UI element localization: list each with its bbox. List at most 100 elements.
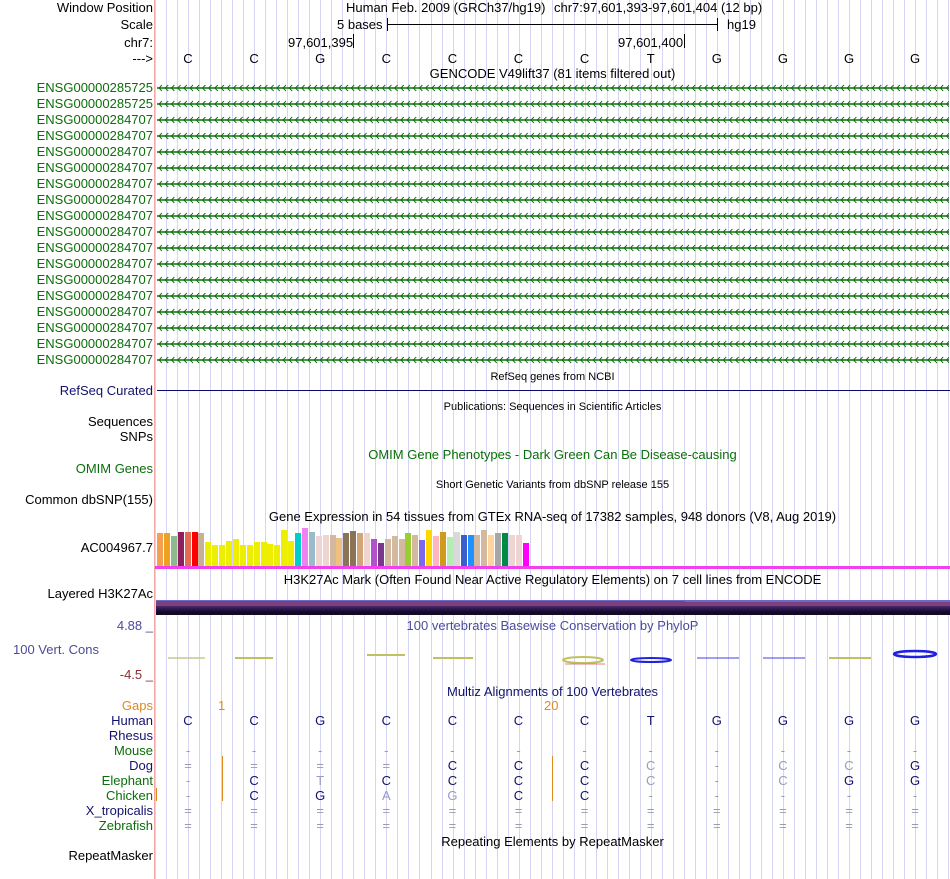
multiz-species-label[interactable]: Rhesus xyxy=(108,728,153,743)
gtex-tissue-bar[interactable] xyxy=(426,530,433,566)
h3k27ac-signal-band[interactable] xyxy=(156,600,950,615)
gencode-item-label[interactable]: ENSG00000284707 xyxy=(36,224,153,239)
gencode-gene-feature[interactable] xyxy=(157,160,949,175)
gtex-tissue-bar[interactable] xyxy=(226,541,232,566)
gtex-tissue-bar[interactable] xyxy=(467,535,474,566)
gencode-item-label[interactable]: ENSG00000284707 xyxy=(36,128,153,143)
h3k27ac-label[interactable]: Layered H3K27Ac xyxy=(47,586,153,601)
multiz-species-label[interactable]: Chicken xyxy=(106,788,153,803)
gtex-tissue-bar[interactable] xyxy=(301,528,308,566)
gencode-gene-feature[interactable] xyxy=(157,352,949,367)
gtex-tissue-bar[interactable] xyxy=(446,537,453,566)
gtex-tissue-bar[interactable] xyxy=(163,533,170,566)
gencode-gene-feature[interactable] xyxy=(157,240,949,255)
gtex-tissue-bar[interactable] xyxy=(157,533,163,566)
gtex-tissue-bar[interactable] xyxy=(364,533,370,566)
gencode-gene-feature[interactable] xyxy=(157,272,949,287)
gencode-item-label[interactable]: ENSG00000284707 xyxy=(36,176,153,191)
multiz-species-label[interactable]: Zebrafish xyxy=(98,818,153,833)
gencode-item-label[interactable]: ENSG00000284707 xyxy=(36,304,153,319)
multiz-species-label[interactable]: X_tropicalis xyxy=(85,803,153,818)
gtex-tissue-bar[interactable] xyxy=(384,539,391,566)
gtex-tissue-bar[interactable] xyxy=(219,545,226,566)
gtex-gene-label[interactable]: AC004967.7 xyxy=(80,540,153,555)
gtex-tissue-bar[interactable] xyxy=(405,533,412,566)
gtex-tissue-bar[interactable] xyxy=(295,533,301,566)
gtex-tissue-bar[interactable] xyxy=(191,532,198,566)
gencode-item-label[interactable]: ENSG00000284707 xyxy=(36,160,153,175)
gtex-tissue-bar[interactable] xyxy=(322,535,329,566)
gencode-item-label[interactable]: ENSG00000284707 xyxy=(36,272,153,287)
gtex-tissue-bar[interactable] xyxy=(281,530,288,566)
gtex-tissue-bar[interactable] xyxy=(343,533,350,566)
gencode-item-label[interactable]: ENSG00000285725 xyxy=(36,96,153,111)
refseq-gene-line[interactable] xyxy=(157,390,950,391)
publications-label-sequences[interactable]: Sequences xyxy=(87,414,153,429)
gtex-tissue-bar[interactable] xyxy=(246,545,253,566)
gtex-tissue-bar[interactable] xyxy=(336,538,343,566)
phylop-logo[interactable] xyxy=(155,640,950,670)
multiz-species-label[interactable]: Mouse xyxy=(113,743,153,758)
gtex-tissue-bar[interactable] xyxy=(370,539,377,566)
gencode-gene-feature[interactable] xyxy=(157,256,949,271)
gtex-tissue-bar[interactable] xyxy=(481,530,488,566)
gencode-item-label[interactable]: ENSG00000284707 xyxy=(36,256,153,271)
gtex-tissue-bar[interactable] xyxy=(170,536,177,566)
gencode-gene-feature[interactable] xyxy=(157,320,949,335)
omim-track-title[interactable]: OMIM Gene Phenotypes - Dark Green Can Be… xyxy=(368,447,737,462)
gencode-gene-feature[interactable] xyxy=(157,288,949,303)
publications-track-title[interactable]: Publications: Sequences in Scientific Ar… xyxy=(443,401,662,413)
phylop-label[interactable]: 100 Vert. Cons xyxy=(13,642,99,657)
gtex-tissue-bar[interactable] xyxy=(412,535,419,566)
gtex-tissue-bar[interactable] xyxy=(288,541,295,566)
gtex-tissue-bar[interactable] xyxy=(495,533,502,566)
gtex-track-title[interactable]: Gene Expression in 54 tissues from GTEx … xyxy=(268,509,837,524)
gencode-track-title[interactable]: GENCODE V49lift37 (81 items filtered out… xyxy=(429,66,676,81)
gencode-gene-feature[interactable] xyxy=(157,176,949,191)
gtex-tissue-bar[interactable] xyxy=(453,532,460,566)
gencode-gene-feature[interactable] xyxy=(157,208,949,223)
gtex-tissue-bar[interactable] xyxy=(515,535,522,566)
gtex-tissue-bar[interactable] xyxy=(460,535,467,566)
dbsnp-label[interactable]: Common dbSNP(155) xyxy=(25,492,153,507)
gencode-item-label[interactable]: ENSG00000284707 xyxy=(36,240,153,255)
gtex-bar-chart[interactable] xyxy=(156,522,950,566)
dbsnp-track-title[interactable]: Short Genetic Variants from dbSNP releas… xyxy=(435,479,670,491)
gtex-tissue-bar[interactable] xyxy=(232,539,239,566)
multiz-species-label[interactable]: Dog xyxy=(129,758,153,773)
gtex-tissue-bar[interactable] xyxy=(391,536,398,566)
gencode-item-label[interactable]: ENSG00000284707 xyxy=(36,112,153,127)
gencode-item-label[interactable]: ENSG00000285725 xyxy=(36,80,153,95)
gencode-gene-feature[interactable] xyxy=(157,144,949,159)
refseq-track-title[interactable]: RefSeq genes from NCBI xyxy=(490,371,615,383)
gtex-tissue-bar[interactable] xyxy=(377,543,384,566)
phylop-track-title[interactable]: 100 vertebrates Basewise Conservation by… xyxy=(406,618,699,633)
omim-label[interactable]: OMIM Genes xyxy=(75,461,153,476)
gtex-tissue-bar[interactable] xyxy=(253,542,260,566)
gtex-tissue-bar[interactable] xyxy=(419,540,426,566)
strand-label[interactable]: ---> xyxy=(132,51,153,66)
gtex-tissue-bar[interactable] xyxy=(260,542,267,566)
gencode-item-label[interactable]: ENSG00000284707 xyxy=(36,320,153,335)
repeatmasker-label[interactable]: RepeatMasker xyxy=(68,848,153,863)
gtex-tissue-bar[interactable] xyxy=(488,535,495,566)
gtex-tissue-bar[interactable] xyxy=(274,545,281,566)
gencode-gene-feature[interactable] xyxy=(157,128,949,143)
h3k27ac-track-title[interactable]: H3K27Ac Mark (Often Found Near Active Re… xyxy=(283,572,822,587)
gencode-item-label[interactable]: ENSG00000284707 xyxy=(36,192,153,207)
gtex-tissue-bar[interactable] xyxy=(267,544,274,566)
gtex-tissue-bar[interactable] xyxy=(205,542,212,566)
multiz-species-label[interactable]: Human xyxy=(111,713,153,728)
gencode-item-label[interactable]: ENSG00000284707 xyxy=(36,336,153,351)
gtex-tissue-bar[interactable] xyxy=(398,539,405,566)
multiz-species-label[interactable]: Elephant xyxy=(101,773,153,788)
gtex-tissue-bar[interactable] xyxy=(329,535,336,566)
gencode-gene-feature[interactable] xyxy=(157,304,949,319)
gencode-item-label[interactable]: ENSG00000284707 xyxy=(36,144,153,159)
gencode-gene-feature[interactable] xyxy=(157,96,949,111)
gencode-gene-feature[interactable] xyxy=(157,336,949,351)
gtex-tissue-bar[interactable] xyxy=(184,532,191,566)
publications-label-snps[interactable]: SNPs xyxy=(119,429,153,444)
gtex-tissue-bar[interactable] xyxy=(239,545,246,566)
repeatmasker-track-title[interactable]: Repeating Elements by RepeatMasker xyxy=(441,834,664,849)
